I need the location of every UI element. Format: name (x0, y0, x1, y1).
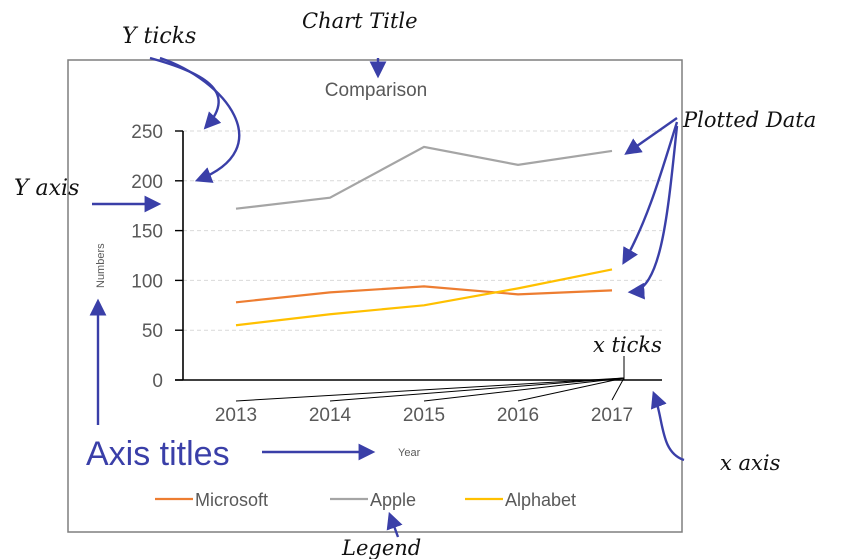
legend-label: Microsoft (195, 490, 268, 510)
x-tick-label: 2017 (591, 405, 633, 426)
arrow-to-apple (624, 117, 678, 155)
gridlines (183, 130, 662, 331)
arrow-to-legend (386, 511, 403, 538)
y-axis-title: Numbers (95, 243, 107, 288)
chart-title: Comparison (325, 80, 427, 101)
x-tick-label: 2016 (497, 405, 539, 426)
annotation-axis-titles: Axis titles (86, 435, 230, 473)
annotation-legend: Legend (341, 536, 421, 559)
x-axis-title: Year (398, 447, 421, 459)
annotation-chart-title: Chart Title (302, 9, 418, 33)
legend-label: Apple (370, 490, 416, 510)
legend-label: Alphabet (505, 490, 576, 510)
x-tick-label: 2015 (403, 405, 445, 426)
series-line-microsoft (235, 285, 613, 304)
x-tick-labels: 2013 2014 2015 2016 2017 (215, 405, 633, 426)
x-tick-pointer-lines (235, 356, 625, 402)
arrow-to-microsoft (627, 125, 679, 300)
annotation-y-axis: Y axis (14, 176, 79, 201)
arrow-to-x-axis (650, 390, 685, 462)
annotation-y-ticks: Y ticks (122, 24, 196, 49)
y-tick-label: 50 (142, 321, 163, 342)
annotation-x-axis: x axis (720, 451, 781, 475)
annotation-x-ticks: x ticks (593, 333, 662, 357)
y-tick-marks: 0 50 100 150 200 250 (131, 122, 183, 392)
y-tick-label: 200 (131, 172, 163, 193)
x-tick-label: 2014 (309, 405, 352, 426)
arrow-to-alphabet (622, 121, 679, 265)
y-tick-label: 250 (131, 122, 163, 143)
legend: Microsoft Apple Alphabet (155, 490, 576, 510)
x-tick-label: 2013 (215, 405, 257, 426)
series-line-alphabet (235, 268, 613, 327)
annotation-plotted-data: Plotted Data (682, 108, 816, 132)
plotted-series (235, 145, 613, 327)
y-tick-label: 100 (131, 271, 163, 292)
series-line-apple (235, 145, 613, 210)
arrow-to-y-tick-200 (159, 56, 241, 183)
annotation-arrows (89, 56, 685, 538)
y-tick-label: 0 (152, 371, 163, 392)
y-tick-label: 150 (131, 222, 163, 243)
